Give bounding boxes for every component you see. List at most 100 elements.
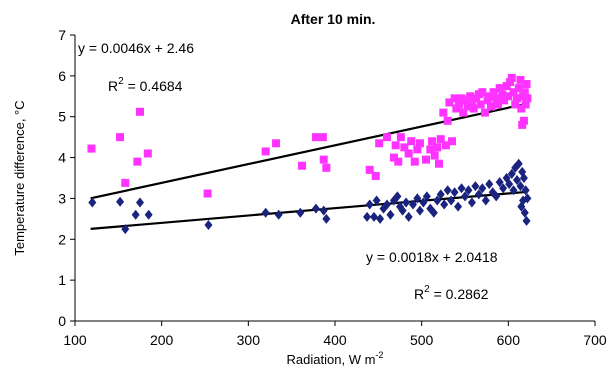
data-point-square <box>506 77 515 86</box>
data-point-square <box>272 139 281 148</box>
x-tick-label: 300 <box>237 332 261 348</box>
data-point-diamond <box>457 183 466 194</box>
data-point-square <box>371 171 380 180</box>
upper-r-label: R <box>108 78 118 94</box>
data-point-square <box>476 100 485 109</box>
data-point-diamond <box>296 207 305 218</box>
data-point-diamond <box>88 197 97 208</box>
data-point-diamond <box>422 191 431 202</box>
data-point-diamond <box>464 185 473 196</box>
data-point-square <box>519 116 528 125</box>
y-tick-label: 3 <box>58 190 66 206</box>
data-point-diamond <box>516 181 525 192</box>
lower-equation: y = 0.0018x + 2.0418 <box>366 249 498 265</box>
data-point-square <box>445 98 454 107</box>
data-point-diamond <box>440 199 449 210</box>
y-tick-label: 1 <box>58 272 66 288</box>
data-point-diamond <box>413 193 422 204</box>
data-point-diamond <box>261 207 270 218</box>
data-point-square <box>436 135 445 144</box>
y-tick-label: 0 <box>58 313 66 329</box>
data-point-diamond <box>116 196 125 207</box>
data-point-square <box>478 88 487 97</box>
data-point-diamond <box>481 195 490 206</box>
data-point-square <box>472 94 481 103</box>
trend-lines <box>90 102 528 230</box>
data-point-square <box>511 100 520 109</box>
data-point-square <box>389 153 398 162</box>
x-axis-label-text: Radiation, W m <box>287 352 376 367</box>
data-point-diamond <box>520 207 529 218</box>
data-point-square <box>480 108 489 117</box>
data-point-diamond <box>509 185 518 196</box>
x-axis-label-sup: -2 <box>375 350 383 360</box>
data-point-square <box>469 104 478 113</box>
data-point-diamond <box>478 183 487 194</box>
data-point-square <box>483 96 492 105</box>
x-tick-label: 100 <box>63 332 87 348</box>
data-point-square <box>413 145 422 154</box>
data-point-square <box>404 149 413 158</box>
y-tick-label: 5 <box>58 109 66 125</box>
data-point-square <box>519 92 528 101</box>
data-point-diamond <box>274 209 283 220</box>
data-point-diamond <box>492 191 501 202</box>
data-point-square <box>513 94 521 103</box>
data-point-diamond <box>474 189 483 200</box>
data-point-square <box>523 94 532 103</box>
y-tick-label: 7 <box>58 27 66 43</box>
data-point-diamond <box>131 209 140 220</box>
data-point-square <box>502 82 511 91</box>
data-point-square <box>522 80 531 89</box>
upper-equation: y = 0.0046x + 2.46 <box>78 40 194 56</box>
upper-r-squared: R2 = 0.4684 <box>108 76 183 94</box>
data-point-diamond <box>319 205 328 216</box>
data-point-square <box>116 133 125 142</box>
y-axis-label: Temperature difference, °C <box>12 100 27 255</box>
data-point-square <box>143 149 152 158</box>
data-point-diamond <box>505 179 514 190</box>
data-point-square <box>509 88 518 97</box>
data-point-square <box>520 88 529 97</box>
chart-title: After 10 min. <box>291 11 376 27</box>
data-point-diamond <box>383 199 391 210</box>
data-point-square <box>498 90 507 99</box>
data-point-square <box>459 108 468 117</box>
data-point-square <box>383 133 391 142</box>
trend-line <box>90 190 528 230</box>
data-point-square <box>439 108 448 117</box>
data-point-diamond <box>521 185 530 196</box>
x-axis-ticks: 100 200 300 400 500 600 700 <box>63 321 607 348</box>
data-point-square <box>133 157 142 166</box>
data-point-diamond <box>495 177 504 188</box>
data-point-square <box>261 147 270 156</box>
data-point-diamond <box>485 179 494 190</box>
data-point-square <box>518 120 527 129</box>
data-point-square <box>466 92 475 101</box>
data-point-square <box>514 84 523 93</box>
data-point-diamond <box>461 191 469 202</box>
series-navy-points <box>88 158 532 235</box>
data-point-diamond <box>386 209 395 220</box>
data-point-square <box>516 75 525 84</box>
data-point-diamond <box>370 211 378 222</box>
y-axis-ticks: 0 1 2 3 4 5 6 7 <box>58 27 75 329</box>
data-point-diamond <box>447 195 456 206</box>
data-point-diamond <box>393 191 402 202</box>
data-point-square <box>500 96 508 105</box>
data-point-diamond <box>507 168 516 179</box>
data-point-square <box>396 133 405 142</box>
data-point-square <box>489 88 498 97</box>
data-point-square <box>521 100 530 109</box>
data-point-diamond <box>311 203 320 214</box>
data-point-square <box>443 116 452 125</box>
data-point-diamond <box>402 197 411 208</box>
data-point-diamond <box>433 195 442 206</box>
upper-r-value: = 0.4684 <box>124 78 183 94</box>
data-point-diamond <box>523 193 532 204</box>
data-point-square <box>407 137 416 146</box>
data-point-diamond <box>454 201 463 212</box>
x-tick-label: 200 <box>150 332 174 348</box>
data-point-diamond <box>443 185 452 196</box>
y-tick-label: 4 <box>58 150 66 166</box>
